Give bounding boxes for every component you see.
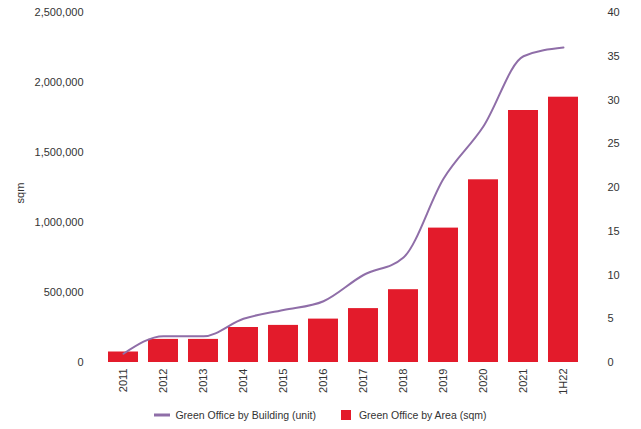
svg-text:2015: 2015 (277, 369, 289, 393)
svg-text:2021: 2021 (517, 369, 529, 393)
svg-text:2012: 2012 (157, 369, 169, 393)
svg-text:20: 20 (608, 181, 620, 193)
svg-text:2013: 2013 (197, 369, 209, 393)
svg-text:5: 5 (608, 312, 614, 324)
svg-text:500,000: 500,000 (44, 286, 84, 298)
svg-text:40: 40 (608, 6, 620, 18)
svg-text:2016: 2016 (317, 369, 329, 393)
svg-text:30: 30 (608, 94, 620, 106)
svg-text:15: 15 (608, 225, 620, 237)
svg-text:2017: 2017 (357, 369, 369, 393)
svg-text:2014: 2014 (237, 369, 249, 393)
svg-text:2,000,000: 2,000,000 (35, 76, 84, 88)
svg-text:2,500,000: 2,500,000 (35, 6, 84, 18)
svg-text:2020: 2020 (477, 369, 489, 393)
svg-text:35: 35 (608, 50, 620, 62)
html-text:Green Office by Area (sqm): Green Office by Area (sqm) (358, 408, 487, 421)
svg-text:2018: 2018 (397, 369, 409, 393)
svg-text:2011: 2011 (117, 369, 129, 393)
html-text:sqm: sqm (14, 182, 27, 204)
svg-text:10: 10 (608, 269, 620, 281)
html-text:Green Office by Building (unit: Green Office by Building (unit) (175, 408, 316, 421)
svg-text:1H22: 1H22 (557, 369, 569, 395)
svg-text:25: 25 (608, 137, 620, 149)
svg-text:0: 0 (77, 356, 83, 368)
svg-text:2019: 2019 (437, 369, 449, 393)
svg-text:1,500,000: 1,500,000 (35, 146, 84, 158)
svg-text:1,000,000: 1,000,000 (35, 216, 84, 228)
svg-text:0: 0 (608, 356, 614, 368)
